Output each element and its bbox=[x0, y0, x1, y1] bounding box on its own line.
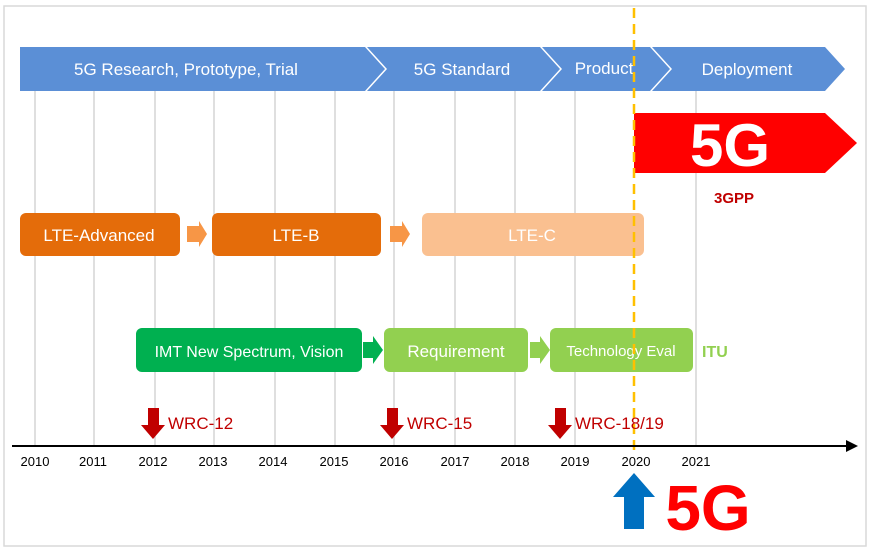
time-axis: 2010 2011 2012 2013 2014 2015 2016 2017 … bbox=[12, 440, 858, 469]
year-label: 2019 bbox=[561, 454, 590, 469]
phase-label-product: Product bbox=[575, 59, 634, 78]
lte-label-b: LTE-B bbox=[273, 226, 320, 245]
lte-track: LTE-Advanced LTE-B LTE-C bbox=[20, 213, 644, 256]
phase-label-deployment: Deployment bbox=[702, 60, 793, 79]
phase-bar: 5G Research, Prototype, Trial 5G Standar… bbox=[20, 47, 845, 91]
banner-5g-arrow bbox=[634, 113, 857, 173]
phase-label-research: 5G Research, Prototype, Trial bbox=[74, 60, 298, 79]
wrc-label-12: WRC-12 bbox=[168, 414, 233, 433]
year-label: 2017 bbox=[441, 454, 470, 469]
itu-arrow-2 bbox=[530, 336, 550, 364]
time-axis-arrowhead bbox=[846, 440, 858, 452]
org-label-3gpp: 3GPP bbox=[714, 190, 754, 207]
year-label: 2016 bbox=[380, 454, 409, 469]
itu-label-vision: IMT New Spectrum, Vision bbox=[155, 344, 344, 361]
year-label: 2011 bbox=[79, 454, 107, 469]
org-label-itu: ITU bbox=[702, 344, 728, 361]
phase-chevron-standard bbox=[367, 47, 560, 91]
year-label: 2014 bbox=[259, 454, 288, 469]
year-label: 2013 bbox=[199, 454, 228, 469]
year-label: 2010 bbox=[21, 454, 50, 469]
lte-label-advanced: LTE-Advanced bbox=[43, 226, 154, 245]
wrc-arrow-icon-18 bbox=[548, 408, 572, 439]
itu-track: IMT New Spectrum, Vision Requirement Tec… bbox=[136, 328, 728, 372]
lte-label-c: LTE-C bbox=[508, 226, 556, 245]
phase-chevron-research bbox=[20, 47, 385, 91]
diagram-frame bbox=[3, 5, 867, 547]
wrc-markers: WRC-12 WRC-15 WRC-18/19 bbox=[141, 408, 664, 439]
year-gridlines bbox=[34, 90, 697, 445]
lte-arrow-1 bbox=[187, 221, 207, 247]
wrc-arrow-icon-12 bbox=[141, 408, 165, 439]
year-label: 2015 bbox=[320, 454, 349, 469]
milestone-5g-label: 5G bbox=[665, 472, 750, 544]
year-label: 2018 bbox=[501, 454, 530, 469]
banner-5g-label: 5G bbox=[690, 112, 770, 179]
lte-box-c bbox=[422, 213, 644, 256]
banner-5g: 5G 3GPP bbox=[634, 112, 857, 207]
lte-arrow-2 bbox=[390, 221, 410, 247]
wrc-label-15: WRC-15 bbox=[407, 414, 472, 433]
phase-chevron-deployment bbox=[652, 47, 845, 91]
lte-box-b bbox=[212, 213, 381, 256]
up-arrow-icon bbox=[613, 473, 655, 529]
itu-arrow-1 bbox=[363, 336, 383, 364]
itu-label-requirement: Requirement bbox=[407, 342, 505, 361]
year-label: 2021 bbox=[682, 454, 711, 469]
year-label: 2020 bbox=[622, 454, 651, 469]
wrc-arrow-icon-15 bbox=[380, 408, 404, 439]
year-label: 2012 bbox=[139, 454, 168, 469]
itu-label-eval: Technology Eval bbox=[566, 343, 675, 360]
phase-label-standard: 5G Standard bbox=[414, 60, 510, 79]
lte-box-advanced bbox=[20, 213, 180, 256]
milestone-5g: 5G bbox=[613, 472, 751, 544]
wrc-label-18-19: WRC-18/19 bbox=[575, 414, 664, 433]
itu-box-requirement bbox=[384, 328, 528, 372]
phase-chevron-product bbox=[542, 47, 670, 91]
itu-box-eval bbox=[550, 328, 693, 372]
itu-box-vision bbox=[136, 328, 362, 372]
